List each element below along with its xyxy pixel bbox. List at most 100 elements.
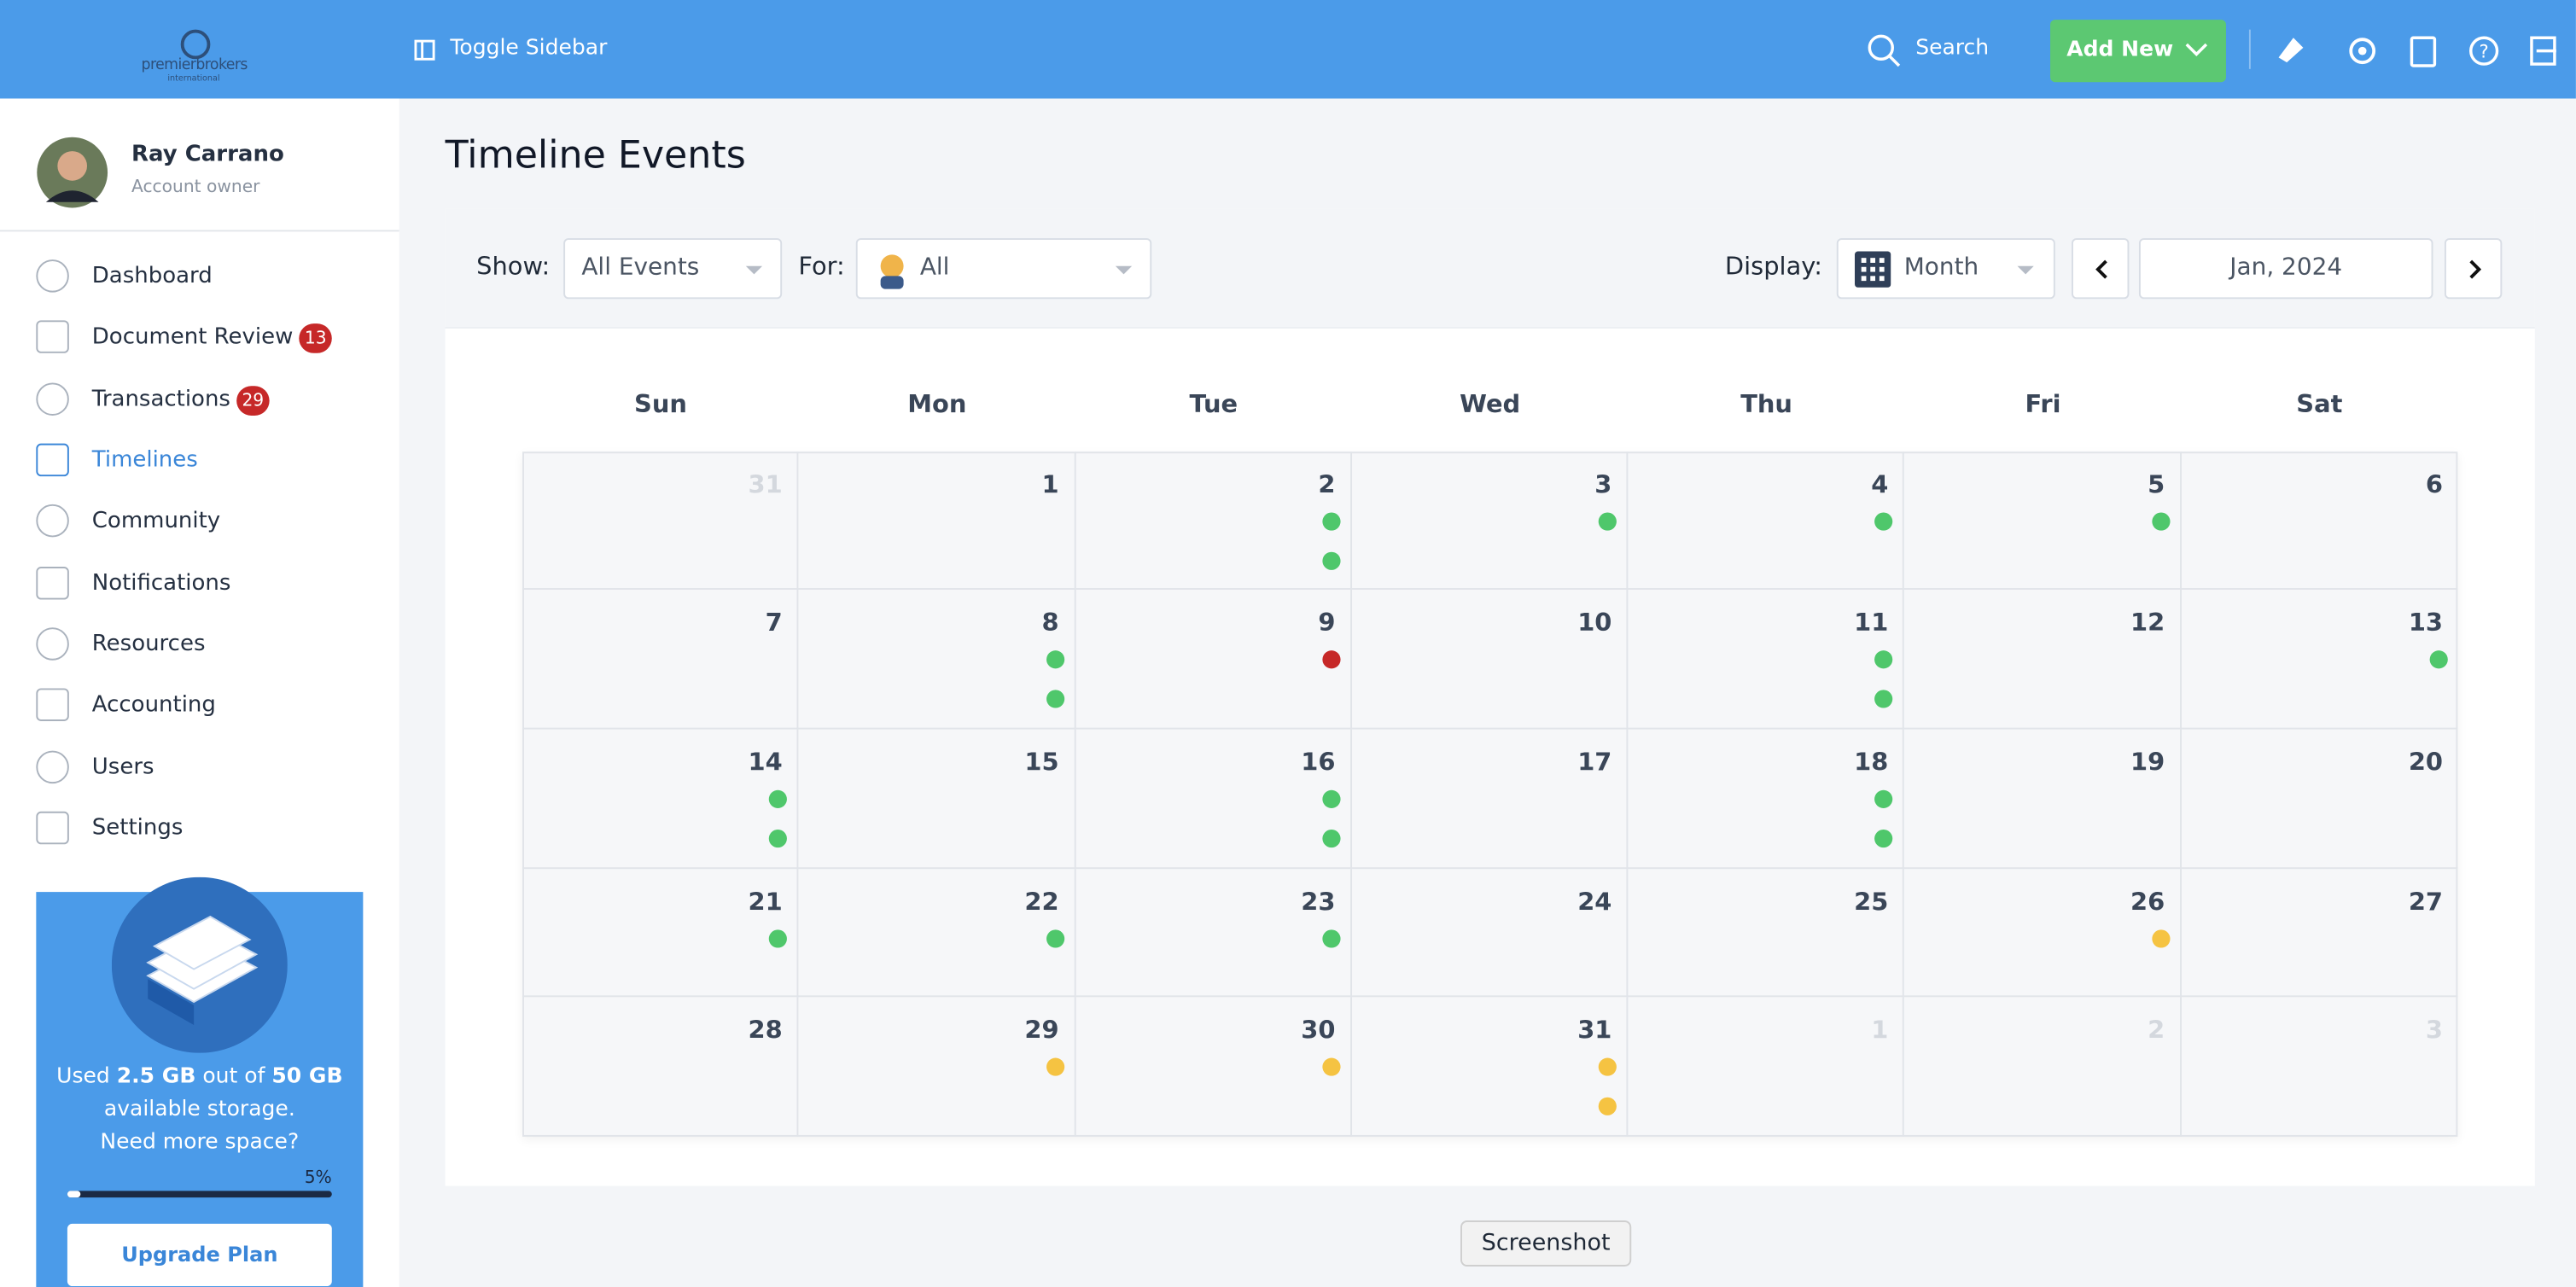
day-cell[interactable]: 31	[522, 451, 799, 590]
weekday: Mon	[907, 389, 967, 419]
nav-icon[interactable]	[36, 567, 69, 600]
text: Used	[56, 1064, 110, 1090]
day-cell[interactable]: 6	[2181, 451, 2458, 590]
search[interactable]: Search	[1915, 36, 1990, 61]
day-number: 2	[1318, 469, 1336, 500]
day-cell[interactable]: 15	[798, 729, 1075, 870]
event-dot[interactable]	[1322, 1057, 1341, 1076]
event-dot[interactable]	[1874, 650, 1894, 669]
day-cell[interactable]: 16	[1075, 729, 1352, 870]
day-cell[interactable]: 24	[1351, 869, 1629, 998]
day-cell[interactable]: 7	[522, 589, 799, 730]
day-cell[interactable]: 3	[1351, 451, 1629, 590]
day-cell[interactable]: 31	[1352, 997, 1629, 1137]
nav-icon[interactable]	[36, 443, 69, 477]
day-cell[interactable]: 2	[1905, 997, 2182, 1137]
day-cell[interactable]: 26	[1904, 869, 2182, 998]
next-button[interactable]	[2444, 238, 2503, 300]
event-dot[interactable]	[1046, 929, 1064, 948]
nav-icon[interactable]	[36, 750, 69, 784]
event-dot[interactable]	[1046, 1057, 1064, 1076]
avatar[interactable]	[36, 137, 108, 209]
event-dot[interactable]	[1874, 829, 1894, 848]
event-dot[interactable]	[769, 929, 788, 948]
nav-item[interactable]: Settings	[91, 814, 184, 842]
add-new-button[interactable]: Add New	[2050, 20, 2226, 83]
event-dot[interactable]	[2151, 929, 2170, 948]
event-dot[interactable]	[1046, 650, 1064, 669]
prev-button[interactable]	[2072, 238, 2130, 300]
event-dot[interactable]	[769, 829, 788, 848]
day-cell[interactable]: 1	[798, 451, 1075, 590]
nav-item[interactable]: Accounting	[91, 691, 216, 719]
nav-icon[interactable]	[36, 811, 69, 845]
day-cell[interactable]: 8	[798, 589, 1075, 730]
nav-icon[interactable]	[36, 382, 69, 416]
nav-icon[interactable]	[36, 504, 69, 538]
day-cell[interactable]: 19	[1904, 729, 2182, 870]
day-cell[interactable]: 3	[2181, 997, 2457, 1137]
day-cell[interactable]: 12	[1904, 589, 2182, 730]
day-cell[interactable]: 25	[1628, 869, 1905, 998]
nav-item[interactable]: Document Review	[91, 323, 294, 350]
day-cell[interactable]: 28	[522, 997, 799, 1137]
nav-item[interactable]: Notifications	[91, 569, 231, 597]
event-dot[interactable]	[1046, 690, 1064, 708]
day-cell[interactable]: 9	[1075, 589, 1352, 730]
event-dot[interactable]	[1874, 512, 1894, 531]
day-cell[interactable]: 2	[1075, 451, 1352, 590]
event-dot[interactable]	[2429, 650, 2448, 669]
event-dot[interactable]	[1322, 512, 1341, 531]
nav-item[interactable]: Dashboard	[91, 262, 213, 289]
nav-item[interactable]: Timelines	[91, 446, 198, 474]
upgrade-button[interactable]: Upgrade Plan	[67, 1223, 332, 1287]
day-cell[interactable]: 11	[1628, 589, 1905, 730]
for-select[interactable]: All	[855, 238, 1152, 300]
day-cell[interactable]: 10	[1351, 589, 1629, 730]
nav-icon[interactable]	[36, 320, 69, 353]
event-dot[interactable]	[769, 789, 788, 808]
day-cell[interactable]: 14	[522, 729, 799, 870]
event-dot[interactable]	[1598, 1057, 1617, 1076]
nav-item[interactable]: Community	[91, 507, 221, 534]
event-dot[interactable]	[1322, 929, 1341, 948]
day-cell[interactable]: 13	[2181, 590, 2458, 730]
search-icon[interactable]	[1868, 34, 1901, 67]
event-dot[interactable]	[2151, 512, 2170, 531]
event-dot[interactable]	[1322, 551, 1341, 570]
nav-icon[interactable]	[36, 627, 69, 661]
day-cell[interactable]: 23	[1075, 869, 1352, 998]
day-cell[interactable]: 4	[1628, 451, 1905, 590]
event-dot[interactable]	[1598, 512, 1617, 531]
event-dot[interactable]	[1322, 789, 1341, 808]
day-cell[interactable]: 17	[1351, 729, 1629, 870]
nav-icon[interactable]	[36, 259, 69, 293]
header-icons[interactable]: ?	[2274, 32, 2569, 68]
sidebar-icon[interactable]	[414, 39, 435, 61]
day-cell[interactable]: 29	[799, 997, 1075, 1137]
show-select[interactable]: All Events	[563, 238, 783, 300]
event-dot[interactable]	[1874, 789, 1894, 808]
display-select[interactable]: Month	[1836, 238, 2055, 300]
nav-item[interactable]: Transactions	[91, 386, 230, 413]
day-cell[interactable]: 18	[1628, 729, 1905, 870]
show-value: All Events	[581, 254, 700, 282]
day-cell[interactable]: 1	[1629, 997, 1905, 1137]
nav-icon[interactable]	[36, 688, 69, 721]
day-cell[interactable]: 20	[2181, 730, 2458, 870]
nav-item[interactable]: Resources	[91, 631, 206, 657]
day-cell[interactable]: 5	[1904, 451, 2182, 590]
toggle-sidebar[interactable]: Toggle Sidebar	[450, 36, 608, 61]
day-number: 29	[1024, 1015, 1059, 1045]
day-cell[interactable]: 22	[798, 869, 1075, 998]
day-cell[interactable]: 30	[1075, 997, 1352, 1137]
event-dot[interactable]	[1322, 650, 1341, 669]
event-dot[interactable]	[1874, 690, 1894, 708]
nav-item[interactable]: Users	[91, 754, 154, 781]
day-number: 27	[2408, 887, 2443, 917]
day-cell[interactable]: 21	[522, 869, 799, 998]
day-cell[interactable]: 27	[2181, 869, 2458, 998]
period: Jan, 2024	[2138, 238, 2433, 300]
event-dot[interactable]	[1322, 829, 1341, 848]
event-dot[interactable]	[1598, 1097, 1617, 1115]
